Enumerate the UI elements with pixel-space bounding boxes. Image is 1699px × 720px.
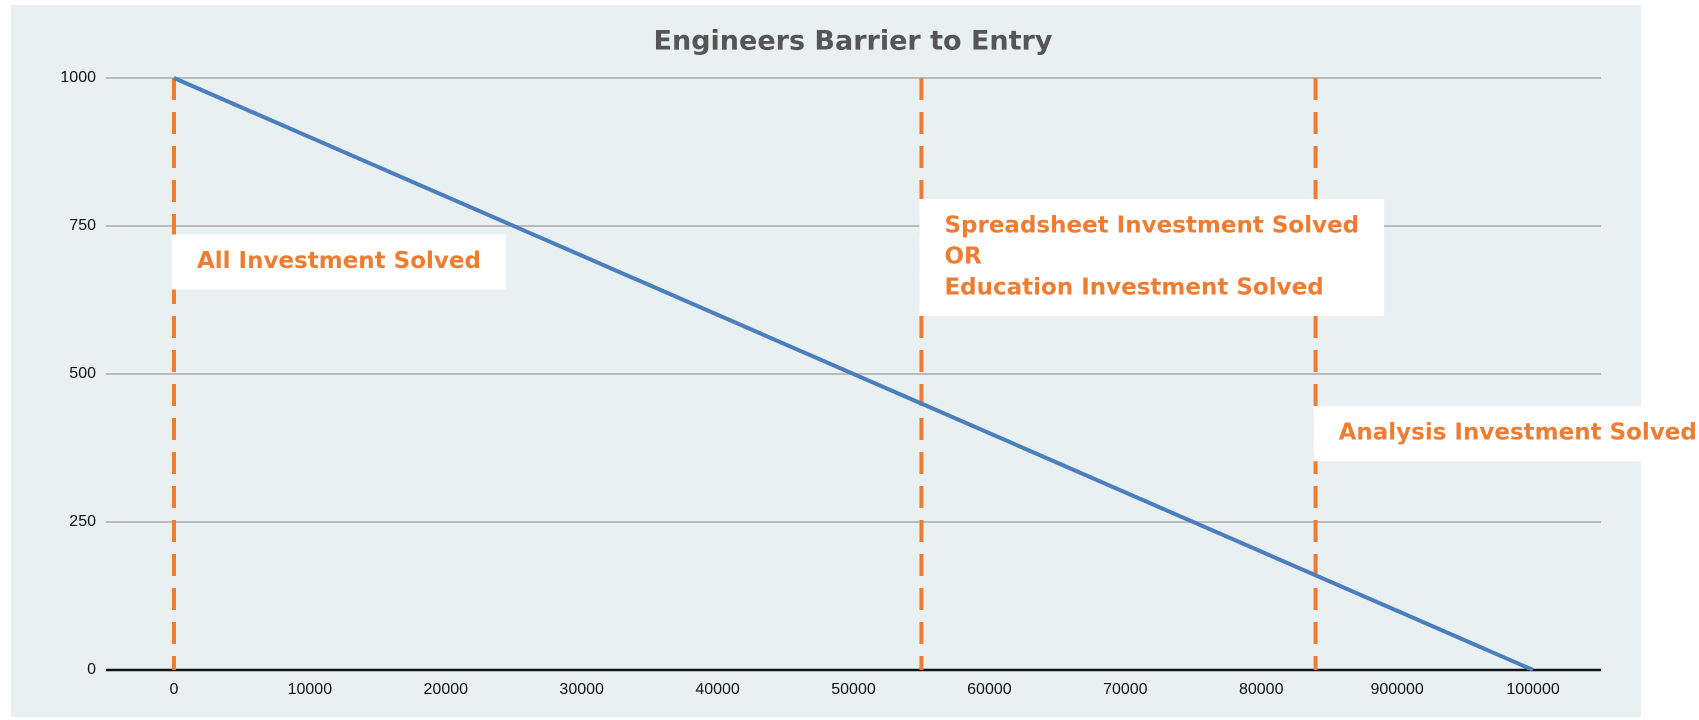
y-tick-label: 750	[69, 217, 96, 234]
annotation-text: Spreadsheet Investment Solved	[944, 213, 1359, 239]
annotation: Spreadsheet Investment Solved OR Education…	[919, 199, 1385, 316]
annotation-box	[1313, 406, 1641, 462]
x-tick-label: 20000	[424, 681, 469, 698]
x-tick-label: 80000	[1239, 681, 1284, 698]
x-tick-label: 50000	[831, 681, 876, 698]
chart-title: Engineers Barrier to Entry	[654, 26, 1053, 57]
y-tick-label: 1000	[60, 69, 96, 86]
annotation-text: Education Investment Solved	[944, 275, 1323, 301]
y-tick-label: 0	[87, 661, 96, 678]
annotation-text: All Investment Solved	[197, 248, 481, 274]
x-tick-label: 60000	[967, 681, 1012, 698]
x-tick-label: 100000	[1506, 681, 1559, 698]
y-tick-label: 250	[69, 513, 96, 530]
x-tick-label: 0	[170, 681, 179, 698]
x-tick-label: 900000	[1370, 681, 1423, 698]
line	[173, 76, 1534, 672]
x-tick-label: 70000	[1103, 681, 1148, 698]
annotation-box	[171, 234, 506, 290]
y-tick-label: 500	[69, 365, 96, 382]
annotation-text: OR	[944, 244, 982, 270]
x-tick-label: 40000	[695, 681, 740, 698]
x-tick-label: 30000	[559, 681, 604, 698]
annotation-box	[919, 199, 1385, 316]
x-tick-label: 10000	[288, 681, 333, 698]
annotation-text: Analysis Investment Solved	[1339, 420, 1697, 446]
annotation: Analysis Investment Solved	[1313, 406, 1697, 462]
annotation: All Investment Solved	[171, 234, 506, 290]
